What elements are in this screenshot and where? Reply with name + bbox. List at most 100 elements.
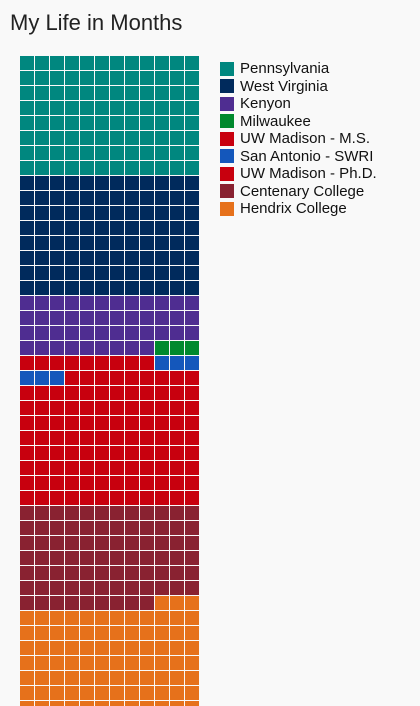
month-cell: [95, 431, 109, 445]
month-cell: [95, 146, 109, 160]
month-cell: [110, 326, 124, 340]
month-cell: [65, 326, 79, 340]
month-cell: [155, 101, 169, 115]
month-cell: [185, 251, 199, 265]
legend: Pennsylvania West Virginia Kenyon Milwaukee…: [220, 60, 377, 218]
month-cell: [155, 191, 169, 205]
month-cell: [95, 266, 109, 280]
month-cell: [95, 101, 109, 115]
month-cell: [170, 386, 184, 400]
month-cell: [65, 671, 79, 685]
month-cell: [20, 236, 34, 250]
month-cell: [170, 461, 184, 475]
month-cell: [80, 221, 94, 235]
month-cell: [80, 551, 94, 565]
month-cell: [65, 386, 79, 400]
month-cell: [125, 371, 139, 385]
month-cell: [170, 581, 184, 595]
month-cell: [35, 251, 49, 265]
month-cell: [155, 326, 169, 340]
month-cell: [80, 86, 94, 100]
month-cell: [125, 686, 139, 700]
month-cell: [170, 86, 184, 100]
month-cell: [170, 131, 184, 145]
month-cell: [155, 701, 169, 706]
month-cell: [125, 431, 139, 445]
month-cell: [110, 356, 124, 370]
month-cell: [50, 671, 64, 685]
month-cell: [125, 536, 139, 550]
month-cell: [170, 356, 184, 370]
month-cell: [35, 386, 49, 400]
month-cell: [125, 131, 139, 145]
month-cell: [95, 116, 109, 130]
month-cell: [80, 341, 94, 355]
month-cell: [35, 221, 49, 235]
month-cell: [20, 386, 34, 400]
month-cell: [50, 191, 64, 205]
legend-label: UW Madison - Ph.D.: [240, 165, 377, 183]
month-cell: [20, 131, 34, 145]
month-cell: [20, 431, 34, 445]
month-cell: [155, 506, 169, 520]
month-cell: [110, 506, 124, 520]
month-cell: [20, 671, 34, 685]
month-cell: [170, 596, 184, 610]
month-cell: [50, 656, 64, 670]
month-cell: [65, 611, 79, 625]
month-cell: [35, 266, 49, 280]
month-cell: [80, 266, 94, 280]
month-cell: [155, 176, 169, 190]
month-cell: [95, 386, 109, 400]
month-cell: [50, 281, 64, 295]
month-cell: [50, 626, 64, 640]
month-cell: [50, 221, 64, 235]
month-cell: [80, 686, 94, 700]
month-cell: [155, 281, 169, 295]
month-cell: [80, 101, 94, 115]
month-cell: [110, 206, 124, 220]
month-cell: [125, 146, 139, 160]
month-cell: [50, 131, 64, 145]
month-cell: [185, 326, 199, 340]
month-cell: [185, 281, 199, 295]
month-cell: [95, 401, 109, 415]
month-cell: [185, 311, 199, 325]
month-cell: [20, 86, 34, 100]
month-cell: [80, 701, 94, 706]
month-cell: [125, 566, 139, 580]
month-cell: [140, 131, 154, 145]
month-cell: [110, 476, 124, 490]
month-cell: [20, 491, 34, 505]
month-cell: [125, 176, 139, 190]
month-cell: [110, 596, 124, 610]
month-cell: [50, 446, 64, 460]
month-cell: [110, 401, 124, 415]
month-cell: [140, 626, 154, 640]
month-cell: [95, 626, 109, 640]
month-cell: [155, 551, 169, 565]
month-cell: [65, 176, 79, 190]
month-cell: [140, 491, 154, 505]
month-cell: [110, 551, 124, 565]
month-cell: [80, 251, 94, 265]
month-cell: [140, 71, 154, 85]
month-cell: [65, 371, 79, 385]
month-cell: [125, 671, 139, 685]
month-cell: [125, 506, 139, 520]
month-cell: [140, 176, 154, 190]
month-cell: [65, 656, 79, 670]
month-cell: [140, 506, 154, 520]
legend-label: Kenyon: [240, 95, 291, 113]
legend-item: Kenyon: [220, 95, 377, 113]
month-cell: [155, 86, 169, 100]
month-cell: [140, 521, 154, 535]
month-cell: [125, 461, 139, 475]
month-cell: [125, 221, 139, 235]
month-cell: [110, 491, 124, 505]
month-cell: [125, 356, 139, 370]
legend-label: Pennsylvania: [240, 60, 330, 78]
month-cell: [185, 86, 199, 100]
month-cell: [185, 566, 199, 580]
legend-label: San Antonio - SWRI: [240, 147, 374, 165]
